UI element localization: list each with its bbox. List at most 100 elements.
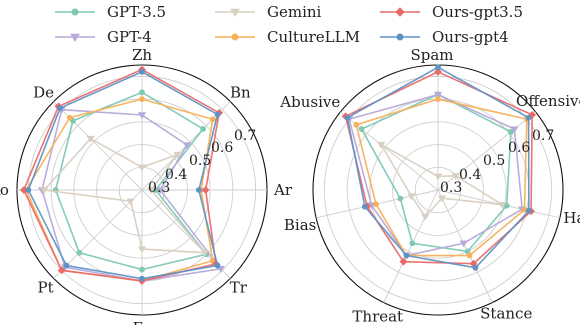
axis-label-threat: Threat (352, 308, 403, 325)
legend-label: GPT-3.5 (107, 3, 166, 21)
legend-marker (395, 7, 405, 17)
point-gemini-threat (421, 213, 430, 221)
point-ours-gpt4-pt (63, 262, 70, 269)
point-ours-gpt4-bn (214, 111, 221, 118)
point-gpt-3-5-pt (76, 249, 83, 256)
radar-chart-tasks: 0.30.40.50.60.7 Spam Offensive Hate Stance Th… (279, 46, 580, 325)
axis-label-tr: Tr (230, 278, 248, 296)
point-gemini-ar (147, 187, 156, 195)
point-ours-gpt4-ko (25, 187, 32, 193)
point-gemini-pt (126, 198, 135, 206)
axis-label-es: Es (133, 319, 152, 325)
tick-label: 0.4 (459, 167, 481, 183)
axis-label-stance: Stance (480, 305, 532, 323)
legend-item-gpt-3-5: GPT-3.5 (55, 3, 166, 21)
tick-label: 0.4 (165, 167, 187, 183)
series-ours-gpt4 (25, 68, 221, 282)
axis-label-offensive: Offensive (516, 92, 580, 110)
spoke-stance (437, 189, 493, 303)
legend-marker (71, 8, 79, 16)
point-gemini-spam (433, 173, 443, 181)
tick-label: 0.5 (189, 153, 211, 169)
legend-item-ours-gpt3-5: Ours-gpt3.5 (380, 3, 523, 21)
series-line-ours-gpt4 (346, 66, 530, 269)
tick-label: 0.3 (148, 180, 170, 196)
point-ours-gpt4-offensive (525, 114, 532, 121)
point-gpt-3-5-bias (397, 195, 404, 202)
tick-labels: 0.30.40.50.60.7 (440, 128, 554, 196)
axis-label-ko: Ko (0, 181, 9, 199)
point-culturellm-stance (466, 252, 473, 259)
legend-label: CultureLLM (267, 28, 360, 46)
point-gpt-4-bn (182, 142, 192, 150)
point-ours-gpt3-5-pt (57, 266, 66, 275)
point-ours-gpt4-ar (195, 187, 202, 193)
point-gemini-es (137, 246, 147, 254)
point-gemini-stance (437, 195, 447, 203)
axis-label-bn: Bn (230, 84, 251, 102)
series-line-gpt-3-5 (360, 93, 512, 253)
point-gpt-3-5-threat (409, 240, 416, 247)
series-gemini (40, 135, 209, 257)
legend-item-culturellm: CultureLLM (215, 28, 360, 46)
legend-label: GPT-4 (107, 28, 152, 46)
point-ours-gpt4-zh (139, 68, 145, 75)
legend-item-gemini: Gemini (215, 3, 322, 21)
point-gpt-3-5-hate (503, 202, 510, 209)
point-gpt-3-5-offensive (507, 129, 514, 135)
point-gpt-4-spam (433, 91, 443, 99)
legend-item-gpt-4: GPT-4 (55, 28, 152, 46)
point-ours-gpt4-spam (435, 64, 441, 71)
axis-label-abusive: Abusive (279, 93, 340, 111)
point-gemini-bias (407, 193, 416, 201)
point-gpt-3-5-zh (139, 89, 145, 96)
point-ours-gpt3-5-ar (201, 186, 210, 194)
axis-label-hate: Hate (563, 209, 580, 227)
point-gpt-4-zh (137, 112, 147, 120)
tick-label: 0.7 (234, 128, 256, 144)
point-ours-gpt3-5-threat (399, 257, 408, 266)
legend-marker (231, 33, 239, 41)
point-gpt-3-5-abusive (358, 126, 365, 132)
radar-chart-languages: 0.30.40.50.60.7 Zh Bn Ar Tr Es Pt Ko De (0, 46, 293, 325)
point-gpt-4-stance (459, 240, 468, 248)
point-gemini-offensive (451, 173, 460, 181)
point-ours-gpt4-de (57, 105, 63, 111)
legend: GPT-3.5 Gemini Ours-gpt3.5 GPT-4 CultureLLM O… (55, 3, 523, 46)
point-gpt-3-5-bn (200, 126, 206, 132)
point-gemini-tr (200, 249, 209, 257)
series-line-gemini (378, 142, 503, 218)
point-gemini-abusive (377, 141, 386, 149)
series-ours-gpt4 (344, 64, 532, 271)
point-culturellm-bn (209, 116, 216, 123)
point-gpt-3-5-es (139, 266, 145, 273)
tick-label: 0.6 (508, 140, 530, 156)
axis-label-ar: Ar (273, 181, 293, 199)
axis-labels: Spam Offensive Hate Stance Threat Bias Abusive (279, 46, 580, 325)
legend-marker (70, 33, 80, 42)
point-ours-gpt3-5-spam (434, 67, 442, 76)
point-culturellm-abusive (353, 121, 360, 128)
series-line-culturellm (355, 98, 528, 257)
tick-label: 0.5 (483, 153, 505, 169)
axis-label-de: De (33, 84, 54, 102)
point-gemini-hate (498, 201, 507, 209)
point-ours-gpt4-stance (472, 264, 479, 271)
point-ours-gpt4-hate (525, 207, 532, 214)
point-gemini-zh (137, 164, 147, 172)
point-ours-gpt4-threat (403, 252, 410, 259)
legend-label: Gemini (267, 3, 322, 21)
point-gpt-4-ar (156, 187, 165, 195)
point-gemini-de (86, 135, 95, 143)
tick-label: 0.3 (440, 180, 462, 196)
point-gemini-bn (173, 151, 182, 159)
point-ours-gpt4-es (139, 275, 145, 282)
point-culturellm-de (66, 114, 73, 121)
axis-labels: Zh Bn Ar Tr Es Pt Ko De (0, 46, 293, 325)
point-gpt-4-offensive (510, 126, 519, 134)
point-culturellm-spam (435, 96, 441, 102)
axis-label-zh: Zh (132, 46, 152, 64)
legend-marker (396, 33, 404, 41)
